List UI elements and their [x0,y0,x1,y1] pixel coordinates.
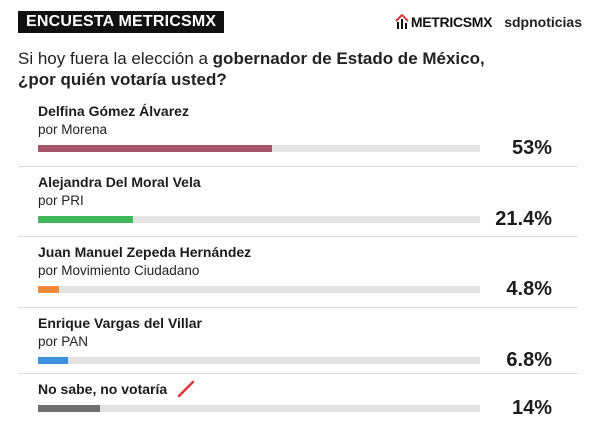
metricsmx-logo-text: METRICSMX [410,14,493,30]
candidate-row: Delfina Gómez Álvarez por Morena 53% [0,103,600,175]
header: ENCUESTA METRICSMX METRICSMX sdpnoticias [0,0,600,40]
question-strong: gobernador de Estado de México, [212,49,485,68]
row-divider [18,307,578,308]
question-prefix: Si hoy fuera la elección a [18,49,213,68]
candidate-row: Enrique Vargas del Villar por PAN 6.8% [0,315,600,387]
bar-track [38,357,480,364]
percent-label: 53% [511,137,552,159]
question-title: Si hoy fuera la elección a gobernador de… [18,48,578,90]
candidate-name: Delfina Gómez Álvarez [38,103,189,119]
candidate-name: Enrique Vargas del Villar [38,315,202,331]
bar-track [38,405,480,412]
row-divider [18,373,578,374]
candidate-row: Alejandra Del Moral Vela por PRI 21.4% [0,174,600,246]
candidate-name: Alejandra Del Moral Vela [38,174,201,190]
percent-label: 4.8% [506,278,552,300]
percent-label: 21.4% [495,208,552,230]
bar-track [38,286,480,293]
candidate-party: por Morena [38,122,108,137]
bar-fill [38,357,68,364]
metricsmx-logo: METRICSMX [395,14,493,30]
candidate-name: No sabe, no votaría [38,381,168,397]
row-divider [18,166,578,167]
candidate-name: Juan Manuel Zepeda Hernández [38,244,252,260]
bar-fill [38,405,100,412]
candidate-row: Juan Manuel Zepeda Hernández por Movimien… [0,244,600,316]
bar-fill [38,216,133,223]
brand-area: METRICSMX sdpnoticias [395,11,582,33]
bar-fill [38,286,59,293]
candidate-party: por PAN [38,334,89,349]
bar-fill [38,145,272,152]
bar-track [38,145,480,152]
percent-label: 14% [511,397,552,419]
question-line2: ¿por quién votaría usted? [18,70,227,89]
sdpnoticias-logo: sdpnoticias [504,14,582,30]
candidate-row: No sabe, no votaría 14% [0,380,600,434]
bar-track [38,216,480,223]
survey-badge: ENCUESTA METRICSMX [18,11,225,33]
candidate-party: por PRI [38,193,84,208]
row-divider [18,236,578,237]
house-chart-icon [395,14,409,29]
candidate-party: por Movimiento Ciudadano [38,263,200,278]
percent-label: 6.8% [506,349,552,371]
red-slash-icon [177,380,195,398]
